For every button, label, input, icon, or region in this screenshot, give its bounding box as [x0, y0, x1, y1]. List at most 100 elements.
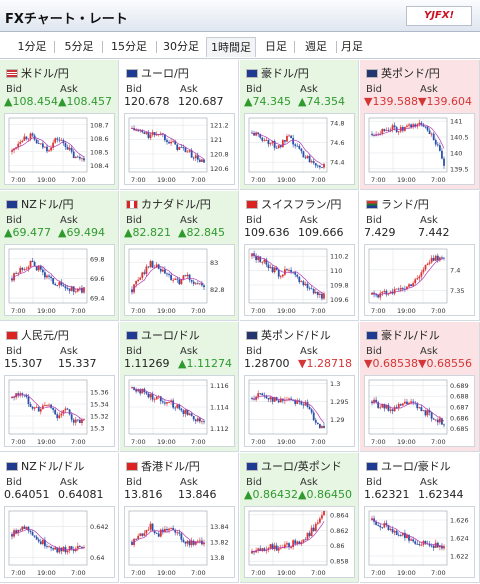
- candle-body: [314, 291, 317, 294]
- tab-6[interactable]: 日足: [265, 40, 287, 53]
- candle-body: [194, 283, 197, 285]
- candle-body: [304, 402, 307, 406]
- tab-7[interactable]: 週足: [305, 40, 327, 53]
- ask-value: 0.64081: [58, 488, 104, 501]
- tab-3[interactable]: 15分足: [111, 40, 147, 53]
- rate-card[interactable]: ユーロ/豪ドル Bid Ask 1.62321 1.62344 1.626 1.624 1.6…: [360, 453, 480, 583]
- pair-name[interactable]: 英ポンド/円: [366, 65, 440, 81]
- candle-body: [304, 283, 307, 286]
- pair-name[interactable]: 豪ドル/ドル: [366, 327, 440, 343]
- candlestick-chart[interactable]: 121.2 121 120.8 120.6 7:00 19:00 7:00: [124, 113, 235, 185]
- pair-name[interactable]: ユーロ/ドル: [126, 327, 200, 343]
- rate-card[interactable]: ランド/円 Bid Ask 7.429 7.442 7.4 7.35 7:00 19:00 7:0…: [360, 191, 480, 321]
- candlestick-chart[interactable]: 1.116 1.114 1.112 7:00 19:00 7:00: [124, 375, 235, 447]
- candlestick-chart[interactable]: 74.8 74.6 74.4 7:00 19:00 7:00: [244, 113, 355, 185]
- candle-body: [141, 533, 144, 536]
- candle-body: [387, 405, 390, 411]
- pair-name[interactable]: ユーロ/円: [126, 65, 189, 81]
- pair-label: 豪ドル/ドル: [381, 329, 440, 342]
- candlestick-chart[interactable]: 1.3 1.295 1.29 7:00 19:00 7:00: [244, 375, 355, 447]
- pair-name[interactable]: 米ドル/円: [6, 65, 69, 81]
- rate-card[interactable]: 豪ドル/円 Bid Ask ▲74.345 ▲74.354 74.8 74.6 74.4 7:0…: [240, 60, 359, 190]
- pair-name[interactable]: スイスフラン/円: [246, 196, 341, 212]
- candle-body: [48, 546, 50, 548]
- tab-2[interactable]: 5分足: [64, 40, 94, 53]
- pair-name[interactable]: NZドル/円: [6, 196, 73, 212]
- candlestick-chart[interactable]: 15.36 15.34 15.32 15.3 7:00 19:00 7:00: [4, 375, 115, 447]
- rate-card[interactable]: 英ポンド/ドル Bid Ask 1.28700 ▼1.28718 1.3 1.295 1.29…: [240, 322, 359, 452]
- rate-card[interactable]: 人民元/円 Bid Ask 15.307 15.337 15.36 15.34 15.32 15…: [0, 322, 119, 452]
- candlestick-chart[interactable]: 110.2 110 109.8 109.6 7:00 19:00 7:00: [244, 244, 355, 316]
- tab-1[interactable]: 1分足: [17, 40, 47, 53]
- candle-body: [198, 540, 201, 542]
- candle-body: [284, 544, 286, 548]
- candle-body: [46, 546, 48, 548]
- bid-label: Bid: [6, 215, 22, 226]
- pair-name[interactable]: 香港ドル/円: [126, 458, 200, 474]
- candle-body: [308, 155, 311, 163]
- rate-card[interactable]: 豪ドル/ドル Bid Ask ▼0.68538 ▼0.68556 0.689 0.688 0.…: [360, 322, 480, 452]
- candle-body: [203, 421, 205, 423]
- candlestick-chart[interactable]: 0.689 0.688 0.687 0.686 0.685 7:00 19:00 7:00: [364, 375, 475, 447]
- pair-name[interactable]: ユーロ/豪ドル: [366, 458, 451, 474]
- candlestick-chart[interactable]: 141 140.5 140 139.5 7:00 19:00 7:00: [364, 113, 475, 185]
- rate-card[interactable]: スイスフラン/円 Bid Ask 109.636 109.666 110.2 110 109.…: [240, 191, 359, 321]
- x-tick-label: 7:00: [11, 176, 26, 184]
- candle-body: [389, 528, 392, 530]
- pair-name[interactable]: 豪ドル/円: [246, 65, 309, 81]
- pair-name[interactable]: ランド/円: [366, 196, 429, 212]
- candle-body: [286, 269, 288, 271]
- candle-body: [420, 407, 423, 411]
- candle-body: [178, 147, 181, 150]
- candle-body: [172, 400, 175, 408]
- candle-body: [261, 548, 264, 551]
- x-tick-label: 19:00: [37, 438, 56, 446]
- rate-card[interactable]: ユーロ/ドル Bid Ask 1.11269 ▲1.11274 1.116 1.114 1.1…: [120, 322, 239, 452]
- rate-card[interactable]: NZドル/ドル Bid Ask 0.64051 0.64081 0.642 0.64 7:00…: [0, 453, 119, 583]
- candle-body: [393, 125, 396, 128]
- pair-name[interactable]: 人民元/円: [6, 327, 69, 343]
- candle-body: [379, 525, 382, 528]
- y-tick-label: 108.4: [90, 162, 109, 170]
- candlestick-chart[interactable]: 13.84 13.82 13.8 7:00 19:00 7:00: [124, 506, 235, 578]
- tab-5[interactable]: 1時間足: [206, 37, 256, 57]
- candle-body: [292, 399, 295, 401]
- rate-card[interactable]: 米ドル/円 Bid Ask ▲108.454 ▲108.457 108.7 108.6 108…: [0, 60, 119, 190]
- candlestick-chart[interactable]: 1.626 1.624 1.622 7:00 19:00 7:00: [364, 506, 475, 578]
- pair-name[interactable]: 英ポンド/ドル: [246, 327, 331, 343]
- candle-body: [385, 130, 388, 131]
- plot-frame: [248, 379, 328, 435]
- candle-body: [143, 272, 146, 274]
- candle-body: [277, 400, 280, 403]
- candlestick-chart[interactable]: 69.8 69.6 69.4 7:00 19:00 7:00: [4, 244, 115, 316]
- candlestick-chart[interactable]: 0.642 0.64 7:00 19:00 7:00: [4, 506, 115, 578]
- candle-body: [188, 540, 191, 546]
- rate-card[interactable]: 英ポンド/円 Bid Ask ▼139.588 ▼139.604 141 140.5 140 1…: [360, 60, 480, 190]
- rate-card[interactable]: 香港ドル/円 Bid Ask 13.816 13.846 13.84 13.82 13.8 7:…: [120, 453, 239, 583]
- candlestick-chart[interactable]: 7.4 7.35 7:00 19:00 7:00: [364, 244, 475, 316]
- pair-name[interactable]: カナダドル/円: [126, 196, 211, 212]
- candle-body: [399, 404, 402, 406]
- bid-label: Bid: [246, 346, 262, 357]
- candle-body: [432, 257, 435, 261]
- candlestick-chart[interactable]: 83 82.8 7:00 19:00 7:00: [124, 244, 235, 316]
- x-tick-label: 7:00: [431, 307, 446, 315]
- rate-card[interactable]: ユーロ/英ポンド Bid Ask ▲0.86432 ▲0.86450 0.864 0.862…: [240, 453, 359, 583]
- rate-card[interactable]: カナダドル/円 Bid Ask ▲82.821 ▲82.845 83 82.8 7:00 19:…: [120, 191, 239, 321]
- candle-body: [176, 532, 179, 534]
- candlestick-chart[interactable]: 108.7 108.6 108.5 108.4 7:00 19:00 7:00: [4, 113, 115, 185]
- tab-8[interactable]: 月足: [341, 40, 363, 53]
- pair-name[interactable]: ユーロ/英ポンド: [246, 458, 342, 474]
- candle-body: [68, 409, 71, 415]
- moving-average-line: [131, 387, 205, 421]
- pair-name[interactable]: NZドル/ドル: [6, 458, 84, 474]
- rate-card[interactable]: ユーロ/円 Bid Ask 120.678 120.687 121.2 121 120.8 12…: [120, 60, 239, 190]
- candle-body: [257, 132, 260, 135]
- candlestick-chart[interactable]: 0.864 0.862 0.86 0.858 7:00 19:00 7:00: [244, 506, 355, 578]
- candle-body: [397, 404, 400, 408]
- candle-body: [201, 421, 203, 423]
- tab-4[interactable]: 30分足: [163, 40, 199, 53]
- candle-body: [41, 539, 44, 545]
- yjfx-logo[interactable]: YJFX!: [406, 6, 472, 26]
- rate-card[interactable]: NZドル/円 Bid Ask ▲69.477 ▲69.494 69.8 69.6 69.4 7:…: [0, 191, 119, 321]
